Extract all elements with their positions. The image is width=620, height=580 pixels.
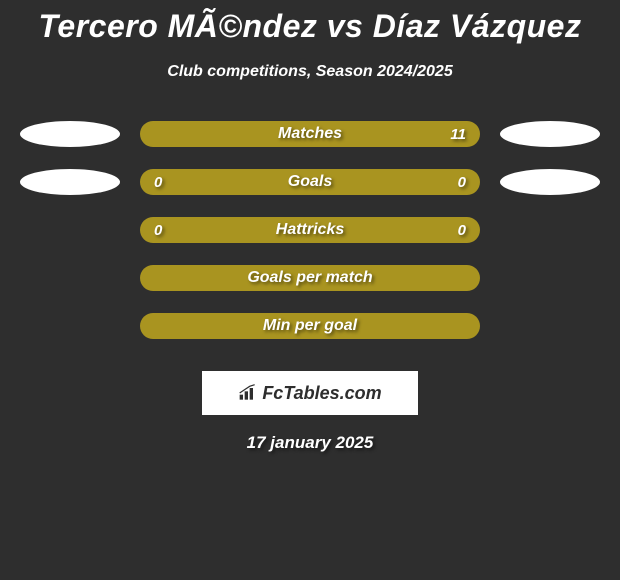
stat-row-goals-per-match: Goals per match: [20, 265, 600, 291]
stat-right-value: 0: [446, 174, 466, 191]
logo-text: FcTables.com: [262, 383, 381, 404]
stat-bar: Min per goal: [140, 313, 480, 339]
stat-bar: 0 Hattricks 0: [140, 217, 480, 243]
spacer: [500, 313, 600, 339]
stat-right-value: 11: [446, 126, 466, 143]
date-label: 17 january 2025: [0, 433, 620, 453]
page-title: Tercero MÃ©ndez vs Díaz Vázquez: [0, 8, 620, 45]
left-avatar-placeholder: [20, 121, 120, 147]
spacer: [20, 217, 120, 243]
stat-right-value: 0: [446, 222, 466, 239]
chart-icon: [238, 384, 258, 402]
stat-left-value: 0: [154, 222, 174, 239]
logo-box: FcTables.com: [202, 371, 418, 415]
stat-bar: 0 Goals 0: [140, 169, 480, 195]
stat-bar: Goals per match: [140, 265, 480, 291]
spacer: [500, 265, 600, 291]
comparison-infographic: Tercero MÃ©ndez vs Díaz Vázquez Club com…: [0, 0, 620, 453]
right-avatar-placeholder: [500, 121, 600, 147]
subtitle: Club competitions, Season 2024/2025: [0, 63, 620, 81]
stat-label: Hattricks: [276, 221, 344, 239]
spacer: [20, 265, 120, 291]
stat-left-value: 0: [154, 174, 174, 191]
stat-label: Goals: [288, 173, 332, 191]
stat-row-goals: 0 Goals 0: [20, 169, 600, 195]
spacer: [500, 217, 600, 243]
stat-label: Goals per match: [247, 269, 372, 287]
stat-bar: Matches 11: [140, 121, 480, 147]
stat-row-matches: Matches 11: [20, 121, 600, 147]
stat-row-hattricks: 0 Hattricks 0: [20, 217, 600, 243]
left-avatar-placeholder: [20, 169, 120, 195]
stat-label: Min per goal: [263, 317, 357, 335]
spacer: [20, 313, 120, 339]
stat-label: Matches: [278, 125, 342, 143]
right-avatar-placeholder: [500, 169, 600, 195]
stats-section: Matches 11 0 Goals 0 0 Hattricks 0: [0, 121, 620, 361]
stat-row-min-per-goal: Min per goal: [20, 313, 600, 339]
